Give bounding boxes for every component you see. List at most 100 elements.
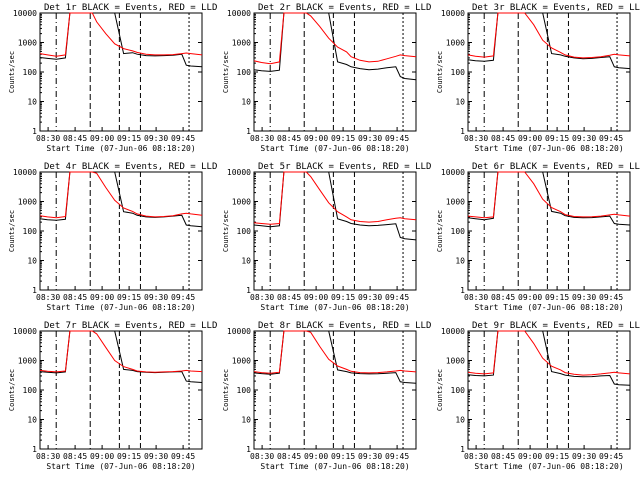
y-tick-label: 100 bbox=[451, 386, 466, 395]
plot-title: Det 7r BLACK = Events, RED = LLD bbox=[44, 321, 217, 331]
x-axis-label: Start Time (07-Jun-06 08:18:20) bbox=[46, 303, 195, 312]
y-tick-label: 1 bbox=[246, 445, 251, 454]
y-tick-label: 1000 bbox=[18, 357, 37, 366]
y-axis-label: Counts/sec bbox=[8, 369, 16, 411]
x-tick-label: 09:30 bbox=[144, 134, 168, 143]
y-axis-label: Counts/sec bbox=[436, 51, 444, 93]
plot-title: Det 6r BLACK = Events, RED = LLD bbox=[472, 162, 640, 172]
y-tick-label: 100 bbox=[237, 386, 252, 395]
plot-frame bbox=[467, 330, 631, 450]
y-axis-label: Counts/sec bbox=[222, 369, 230, 411]
plot-title: Det 4r BLACK = Events, RED = LLD bbox=[44, 162, 217, 172]
y-tick-label: 10000 bbox=[13, 168, 37, 177]
y-tick-label: 10000 bbox=[227, 9, 251, 18]
plot-frame bbox=[253, 330, 417, 450]
x-tick-label: 09:45 bbox=[385, 134, 409, 143]
x-tick-label: 09:30 bbox=[572, 452, 596, 461]
x-tick-label: 09:15 bbox=[545, 293, 569, 302]
x-axis-label: Start Time (07-Jun-06 08:18:20) bbox=[260, 144, 409, 153]
x-tick-label: 09:45 bbox=[599, 293, 623, 302]
panel-6: Det 6r BLACK = Events, RED = LLD 1 10 100 10… bbox=[436, 162, 640, 312]
x-tick-label: 09:15 bbox=[117, 134, 141, 143]
x-tick-label: 09:00 bbox=[518, 134, 542, 143]
x-tick-label: 08:45 bbox=[63, 452, 87, 461]
y-tick-label: 10 bbox=[455, 257, 465, 266]
y-tick-label: 10 bbox=[241, 257, 251, 266]
series-lld-line bbox=[39, 12, 203, 57]
x-tick-label: 09:30 bbox=[358, 452, 382, 461]
y-tick-label: 1 bbox=[460, 127, 465, 136]
plot-frame bbox=[39, 12, 203, 132]
x-tick-label: 09:00 bbox=[90, 134, 114, 143]
x-axis-label: Start Time (07-Jun-06 08:18:20) bbox=[46, 462, 195, 471]
x-tick-label: 08:30 bbox=[464, 293, 488, 302]
series-events-line bbox=[39, 330, 203, 383]
y-tick-label: 1 bbox=[246, 286, 251, 295]
x-tick-label: 08:45 bbox=[491, 452, 515, 461]
x-tick-label: 08:30 bbox=[36, 134, 60, 143]
plot-frame bbox=[467, 12, 631, 132]
plot-title: Det 5r BLACK = Events, RED = LLD bbox=[258, 162, 431, 172]
y-tick-label: 10 bbox=[27, 98, 37, 107]
series-events-line bbox=[253, 12, 417, 81]
panel-9: Det 9r BLACK = Events, RED = LLD 1 10 100 10… bbox=[436, 321, 640, 471]
y-tick-label: 10 bbox=[241, 98, 251, 107]
y-axis-label: Counts/sec bbox=[8, 51, 16, 93]
y-tick-label: 100 bbox=[237, 68, 252, 77]
plot-frame bbox=[467, 171, 631, 291]
plot-frame bbox=[253, 12, 417, 132]
y-tick-label: 1000 bbox=[232, 357, 251, 366]
x-tick-label: 09:15 bbox=[331, 293, 355, 302]
y-tick-label: 1 bbox=[460, 445, 465, 454]
plot-title: Det 2r BLACK = Events, RED = LLD bbox=[258, 3, 431, 13]
x-tick-label: 08:30 bbox=[36, 452, 60, 461]
y-tick-label: 100 bbox=[451, 68, 466, 77]
x-tick-label: 09:30 bbox=[144, 452, 168, 461]
x-tick-label: 08:45 bbox=[491, 293, 515, 302]
plot-title: Det 8r BLACK = Events, RED = LLD bbox=[258, 321, 431, 331]
y-tick-label: 100 bbox=[237, 227, 252, 236]
y-tick-label: 100 bbox=[23, 386, 38, 395]
series-events-line bbox=[39, 12, 203, 68]
x-axis-label: Start Time (07-Jun-06 08:18:20) bbox=[260, 303, 409, 312]
x-tick-label: 08:30 bbox=[36, 293, 60, 302]
x-tick-label: 09:15 bbox=[117, 293, 141, 302]
x-tick-label: 09:45 bbox=[385, 452, 409, 461]
x-tick-label: 09:00 bbox=[518, 452, 542, 461]
x-tick-label: 08:45 bbox=[277, 293, 301, 302]
y-axis-label: Counts/sec bbox=[8, 210, 16, 252]
y-tick-label: 1 bbox=[32, 127, 37, 136]
y-tick-label: 10000 bbox=[227, 168, 251, 177]
panel-1: Det 1r BLACK = Events, RED = LLD 1 10 100 10… bbox=[8, 3, 217, 153]
x-tick-label: 09:15 bbox=[545, 134, 569, 143]
panel-7: Det 7r BLACK = Events, RED = LLD 1 10 100 10… bbox=[8, 321, 217, 471]
x-axis-label: Start Time (07-Jun-06 08:18:20) bbox=[474, 462, 623, 471]
y-tick-label: 10 bbox=[27, 416, 37, 425]
plot-frame bbox=[253, 171, 417, 291]
series-lld-line bbox=[39, 330, 203, 373]
x-tick-label: 09:00 bbox=[90, 452, 114, 461]
y-tick-label: 10 bbox=[455, 98, 465, 107]
y-tick-label: 1000 bbox=[18, 39, 37, 48]
x-tick-label: 09:45 bbox=[599, 134, 623, 143]
x-tick-label: 08:30 bbox=[250, 452, 274, 461]
x-tick-label: 09:15 bbox=[545, 452, 569, 461]
series-events-line bbox=[253, 330, 417, 384]
series-events-line bbox=[467, 330, 631, 386]
x-tick-label: 09:15 bbox=[331, 134, 355, 143]
series-lld-line bbox=[253, 171, 417, 225]
x-tick-label: 08:30 bbox=[464, 134, 488, 143]
x-tick-label: 08:45 bbox=[63, 293, 87, 302]
x-tick-label: 09:45 bbox=[171, 293, 195, 302]
x-tick-label: 09:15 bbox=[331, 452, 355, 461]
y-tick-label: 100 bbox=[23, 68, 38, 77]
series-lld-line bbox=[253, 330, 417, 374]
x-axis-label: Start Time (07-Jun-06 08:18:20) bbox=[474, 144, 623, 153]
series-events-line bbox=[39, 171, 203, 228]
panel-4: Det 4r BLACK = Events, RED = LLD 1 10 100 10… bbox=[8, 162, 217, 312]
series-lld-line bbox=[39, 171, 203, 219]
x-axis-label: Start Time (07-Jun-06 08:18:20) bbox=[474, 303, 623, 312]
panel-2: Det 2r BLACK = Events, RED = LLD 1 10 100 10… bbox=[222, 3, 431, 153]
y-axis-label: Counts/sec bbox=[222, 210, 230, 252]
